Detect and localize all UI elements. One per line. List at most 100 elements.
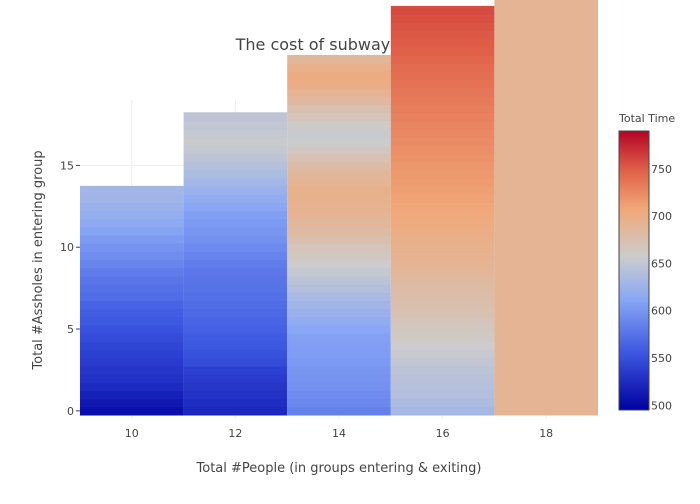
heatmap-cell: [494, 136, 598, 146]
heatmap-cell: [287, 87, 391, 97]
heatmap-cell: [494, 308, 598, 318]
x-tick-label: 18: [539, 427, 553, 440]
heatmap-cell: [183, 161, 288, 171]
heatmap-cell: [390, 120, 495, 130]
heatmap-cell: [390, 144, 495, 154]
heatmap-cell: [390, 14, 495, 23]
heatmap-cell: [287, 120, 391, 130]
heatmap-cell: [183, 365, 288, 375]
y-tick-label: 10: [60, 241, 74, 254]
heatmap-cell: [287, 292, 391, 301]
heatmap-cell: [287, 177, 391, 187]
heatmap-cell: [287, 153, 391, 162]
heatmap-cell: [287, 406, 391, 416]
heatmap-cell: [287, 374, 391, 383]
heatmap-cell: [494, 87, 598, 97]
heatmap-cell: [390, 365, 495, 375]
heatmap-cell: [183, 333, 288, 342]
heatmap-cell: [80, 218, 184, 228]
heatmap-cell: [80, 185, 184, 195]
heatmap-cell: [80, 251, 184, 261]
heatmap-cell: [494, 275, 598, 285]
heatmap-cell: [183, 406, 288, 416]
heatmap-cell: [494, 300, 598, 310]
heatmap-cell: [390, 275, 495, 285]
heatmap-cell: [183, 226, 288, 236]
heatmap-cell: [390, 284, 495, 293]
heatmap-cell: [80, 194, 184, 203]
heatmap-cell: [390, 259, 495, 269]
heatmap-cell: [390, 341, 495, 351]
heatmap-cell: [80, 374, 184, 383]
colorbar-tick-label: 700: [651, 210, 672, 223]
heatmap-cell: [287, 185, 391, 195]
heatmap-cell: [183, 349, 288, 359]
heatmap-cell: [183, 275, 288, 285]
heatmap-cell: [287, 324, 391, 334]
heatmap-cell: [390, 185, 495, 195]
heatmap-cell: [287, 144, 391, 154]
heatmap-cell: [80, 357, 184, 367]
heatmap-cell: [287, 202, 391, 212]
heatmap-cell: [390, 357, 495, 367]
heatmap-cell: [287, 226, 391, 236]
heatmap-cell: [287, 349, 391, 359]
heatmap-cell: [183, 390, 288, 400]
heatmap-cell: [183, 300, 288, 310]
heatmap-cell: [287, 341, 391, 351]
y-axis-label: Total #Assholes in entering group: [31, 150, 46, 370]
heatmap-cell: [287, 308, 391, 318]
heatmap-cell: [80, 243, 184, 252]
heatmap-cell: [390, 226, 495, 236]
heatmap-cell: [183, 194, 288, 203]
heatmap-cell: [80, 284, 184, 293]
heatmap-cell: [494, 210, 598, 220]
heatmap-cell: [287, 275, 391, 285]
heatmap-cell: [183, 251, 288, 261]
heatmap-cell: [494, 22, 598, 32]
heatmap-cell: [287, 79, 391, 89]
heatmap-cell: [287, 95, 391, 105]
heatmap-cell: [390, 316, 495, 326]
heatmap-cell: [183, 210, 288, 220]
heatmap-cell: [287, 259, 391, 269]
heatmap-cell: [287, 365, 391, 375]
heatmap-cell: [183, 112, 288, 122]
heatmap-cell: [80, 234, 184, 244]
heatmap-cell: [80, 300, 184, 310]
heatmap-cell: [494, 333, 598, 342]
heatmap-cell: [80, 382, 184, 391]
heatmap-cell: [80, 365, 184, 375]
heatmap-cell: [390, 71, 495, 81]
heatmap-cell: [390, 128, 495, 138]
heatmap-cell: [494, 259, 598, 269]
heatmap-cell: [390, 112, 495, 122]
x-axis-label: Total #People (in groups entering & exit…: [196, 461, 482, 476]
heatmap-cell: [183, 234, 288, 244]
heatmap-cell: [183, 357, 288, 367]
heatmap-cell: [287, 316, 391, 326]
heatmap-cell: [287, 218, 391, 228]
heatmap-cell: [287, 161, 391, 171]
heatmap-cell: [390, 87, 495, 97]
heatmap-cell: [390, 202, 495, 212]
heatmap-cell: [494, 5, 598, 15]
heatmap-cell: [80, 349, 184, 359]
colorbar-tick-label: 600: [651, 305, 672, 318]
heatmap-cell: [494, 144, 598, 154]
heatmap-cell: [390, 38, 495, 48]
heatmap-cell: [390, 390, 495, 400]
heatmap-cell: [390, 374, 495, 383]
heatmap-cell: [183, 218, 288, 228]
heatmap-cell: [494, 218, 598, 228]
heatmap-cell: [494, 243, 598, 252]
heatmap-cell: [183, 169, 288, 179]
y-axis-ticks: 0 5 10 15: [60, 159, 80, 418]
heatmap-cell: [183, 267, 288, 277]
heatmap-cell: [390, 308, 495, 318]
colorbar-title: Total Time: [618, 112, 675, 125]
y-tick-label: 15: [60, 159, 74, 172]
heatmap-cell: [390, 292, 495, 301]
heatmap-cell: [80, 210, 184, 220]
